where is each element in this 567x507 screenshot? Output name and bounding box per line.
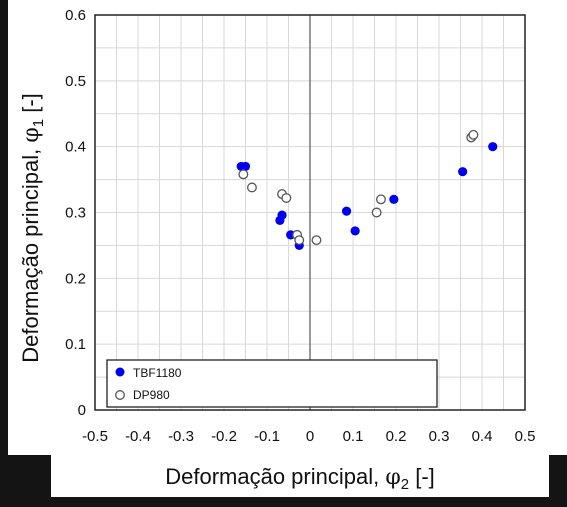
y-tick-labels: 0 0.1 0.2 0.3 0.4 0.5 0.6 (65, 7, 86, 419)
x-tick-label: -0.4 (125, 428, 151, 445)
x-tick-label: -0.3 (168, 428, 194, 445)
legend-tbf1180-marker (115, 367, 125, 377)
legend: TBF1180 DP980 (106, 359, 438, 408)
x-tick-label: 0 (306, 428, 314, 445)
point-tbf1180 (389, 194, 399, 204)
legend-box (106, 359, 438, 408)
y-axis-label: Deformação principal, φ1 [-] (18, 93, 47, 363)
x-tick-label: 0.4 (472, 428, 493, 445)
y-tick-label: 0.6 (65, 7, 86, 24)
point-tbf1180 (488, 142, 498, 152)
point-dp980 (238, 169, 249, 180)
point-tbf1180 (341, 206, 352, 216)
legend-dp980-label: DP980 (133, 388, 170, 402)
point-tbf1180 (458, 167, 468, 177)
series-dp980 (238, 129, 479, 246)
plot-area (94, 14, 526, 411)
plot-border (94, 14, 526, 411)
point-dp980 (246, 182, 257, 193)
left-white-strip (8, 0, 51, 455)
y-tick-label: 0.1 (65, 336, 86, 353)
point-dp980 (311, 235, 322, 246)
y-tick-label: 0.5 (65, 73, 86, 90)
right-dark-strip (549, 455, 567, 507)
x-tick-label: 0.5 (515, 428, 536, 445)
y-tick-label: 0 (78, 402, 86, 419)
legend-tbf1180-label: TBF1180 (133, 366, 182, 380)
point-dp980 (468, 129, 479, 140)
point-tbf1180 (350, 226, 360, 236)
x-tick-labels: -0.5 -0.4 -0.3 -0.2 -0.1 0 0.1 0.2 0.3 0.4 0.5 (82, 428, 535, 445)
point-dp980 (281, 193, 292, 203)
x-axis-label: Deformação principal, φ2 [-] (165, 464, 435, 493)
point-dp980 (371, 207, 382, 218)
bottom-white-strip (51, 455, 549, 497)
point-dp980 (294, 235, 305, 246)
x-tick-label: 0.2 (386, 428, 407, 445)
x-tick-label: 0.1 (343, 428, 364, 445)
y-tick-label: 0.4 (65, 139, 86, 156)
x-tick-label: -0.1 (254, 428, 280, 445)
y-tick-label: 0.3 (65, 205, 86, 222)
point-tbf1180 (277, 210, 287, 220)
point-tbf1180 (240, 161, 251, 172)
y-tick-label: 0.2 (65, 270, 86, 287)
x-tick-label: 0.3 (429, 428, 450, 445)
x-tick-label: -0.5 (82, 428, 108, 445)
x-tick-label: -0.2 (211, 428, 237, 445)
legend-dp980-marker (115, 390, 125, 400)
point-dp980 (376, 194, 386, 205)
